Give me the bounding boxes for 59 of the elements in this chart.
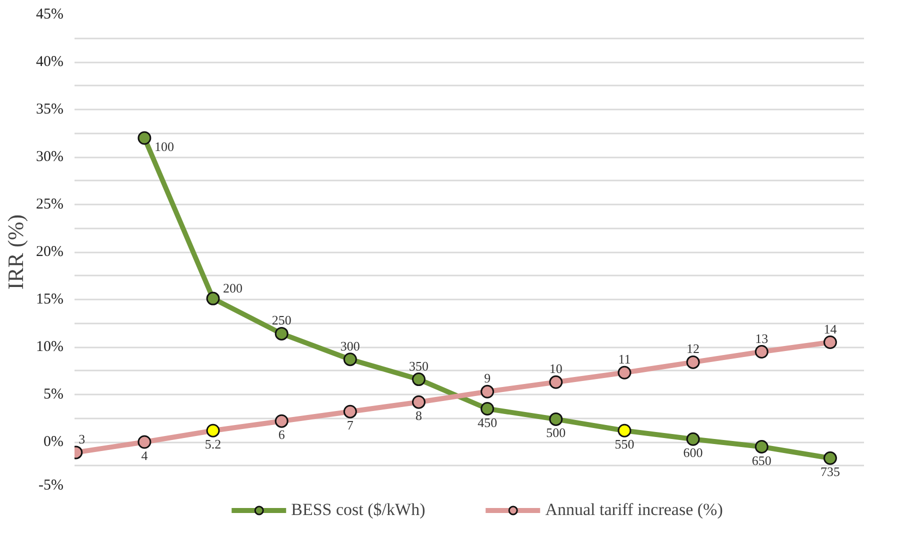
legend-label: BESS cost ($/kWh) [291, 500, 426, 520]
annotation: 735 [820, 464, 840, 480]
point [206, 292, 220, 306]
annotation: 500 [546, 425, 566, 440]
point [823, 451, 837, 465]
y-axis-title: IRR (%) [3, 214, 28, 290]
point [686, 432, 700, 446]
point [480, 384, 494, 398]
point [412, 395, 426, 409]
point [754, 345, 768, 358]
annotation: 9 [484, 370, 491, 386]
annotation: 350 [409, 358, 429, 374]
legend-label: Annual tariff increase (%) [545, 500, 723, 520]
point [549, 375, 563, 389]
annotation: 6 [278, 427, 286, 442]
annotation: 8 [416, 408, 422, 424]
point [618, 424, 632, 438]
annotation: 300 [340, 338, 360, 354]
point [138, 131, 152, 145]
point [206, 424, 220, 438]
y-tick-label: 20% [36, 244, 64, 260]
annotation: 450 [478, 414, 498, 430]
annotation: 4 [141, 448, 148, 463]
y-tick-label: 10% [36, 339, 64, 355]
point [412, 372, 426, 386]
annotation: 10 [549, 361, 562, 376]
annotation: 100 [154, 139, 174, 154]
y-tick-label: 0% [44, 434, 64, 450]
point [754, 440, 768, 454]
point [343, 352, 357, 366]
annotation: 3 [78, 431, 86, 446]
point [618, 366, 632, 380]
annotation: 600 [683, 445, 703, 460]
annotation: 550 [614, 436, 634, 452]
annotation: 11 [618, 352, 631, 367]
point [823, 336, 837, 349]
point [549, 412, 563, 426]
point [274, 326, 288, 340]
annotation: 650 [752, 452, 772, 468]
point [274, 414, 288, 428]
annotation: 14 [824, 321, 838, 336]
y-tick-label: 5% [44, 386, 64, 402]
annotation: 12 [686, 341, 700, 356]
point [480, 402, 494, 416]
y-tick-label: 25% [36, 196, 64, 212]
annotation: 13 [755, 330, 768, 346]
annotation: 250 [272, 312, 292, 328]
y-tick-label: 15% [36, 292, 64, 308]
y-tick-label: -5% [38, 478, 64, 494]
annotation: 200 [223, 280, 243, 296]
annotation: 5.2 [204, 436, 222, 452]
point [138, 435, 152, 449]
y-tick-label: 40% [36, 54, 64, 70]
y-tick-label: 30% [36, 149, 64, 165]
point [686, 355, 700, 369]
annotation: 7 [346, 418, 354, 433]
y-tick-label: 45% [36, 6, 64, 22]
point [343, 404, 357, 418]
y-tick-label: 35% [36, 102, 64, 118]
